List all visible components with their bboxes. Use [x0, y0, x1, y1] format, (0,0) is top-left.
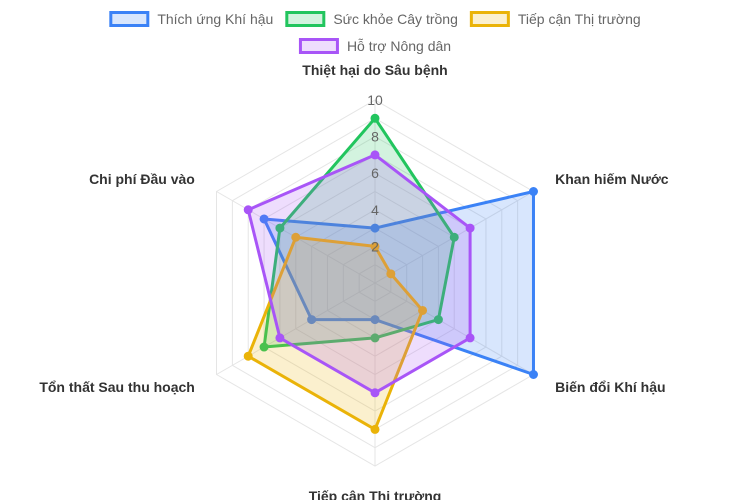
data-point[interactable] — [418, 305, 428, 315]
series-ho-tro-nong-dan — [243, 150, 475, 398]
legend-swatch — [298, 38, 339, 54]
legend-swatch — [469, 11, 510, 27]
legend-label: Sức khỏe Cây trồng — [333, 11, 458, 27]
axis-label-khan-hiem-nuoc: Khan hiếm Nước — [555, 171, 669, 187]
data-point[interactable] — [370, 241, 380, 251]
axis-label-tiep-can-thi-truong: Tiếp cận Thị trường — [309, 488, 442, 500]
legend-swatch — [109, 11, 150, 27]
axis-label-bien-doi-khi-hau: Biến đổi Khí hậu — [555, 379, 665, 395]
data-point[interactable] — [370, 223, 380, 233]
data-point[interactable] — [386, 269, 396, 279]
data-point[interactable] — [370, 333, 380, 343]
tick-label: 10 — [367, 92, 383, 108]
data-point[interactable] — [243, 205, 253, 215]
grid-spoke — [216, 282, 376, 375]
axis-label-ton-that-sau-thu-hoach: Tổn thất Sau thu hoạch — [39, 379, 195, 395]
radar-axis-labels: Thiệt hại do Sâu bệnh Khan hiếm Nước Biến … — [39, 62, 668, 500]
data-point[interactable] — [291, 232, 301, 242]
data-point[interactable] — [528, 370, 538, 379]
data-point[interactable] — [307, 315, 317, 325]
tick-label: 8 — [371, 129, 379, 145]
legend-label: Hỗ trợ Nông dân — [347, 38, 451, 54]
data-point[interactable] — [465, 333, 475, 343]
legend-label: Thích ứng Khí hậu — [157, 11, 273, 27]
data-point[interactable] — [528, 187, 538, 196]
legend-item-ho-tro-nong-dan[interactable]: Hỗ trợ Nông dân — [298, 38, 451, 54]
legend-label: Tiếp cận Thị trường — [518, 11, 641, 27]
radar-series — [243, 113, 538, 434]
series-tiep-can-thi-truong — [243, 232, 428, 434]
radar-tick-labels: 2 4 6 8 10 — [367, 92, 383, 254]
axis-label-thiet-hai-do-sau-benh: Thiệt hại do Sâu bệnh — [302, 62, 447, 78]
data-point[interactable] — [275, 223, 285, 233]
data-point[interactable] — [370, 113, 380, 123]
data-point[interactable] — [370, 388, 380, 398]
data-point[interactable] — [465, 223, 475, 233]
legend-item-tiep-can-thi-truong[interactable]: Tiếp cận Thị trường — [469, 11, 641, 27]
data-point[interactable] — [449, 232, 459, 242]
grid-spoke — [374, 282, 534, 375]
legend-item-suc-khoe-cay-trong[interactable]: Sức khỏe Cây trồng — [285, 11, 458, 27]
data-point[interactable] — [370, 424, 380, 434]
data-point[interactable] — [275, 333, 285, 343]
data-point[interactable] — [433, 315, 443, 325]
tick-label: 2 — [371, 238, 379, 254]
data-point[interactable] — [370, 150, 380, 160]
data-point[interactable] — [243, 351, 253, 361]
axis-label-chi-phi-dau-vao: Chi phí Đầu vào — [89, 171, 195, 187]
tick-label: 4 — [371, 202, 379, 218]
legend-item-thich-ung-khi-hau[interactable]: Thích ứng Khí hậu — [109, 11, 274, 27]
data-point[interactable] — [370, 315, 380, 325]
data-point[interactable] — [259, 342, 269, 352]
tick-label: 6 — [371, 165, 379, 181]
legend-swatch — [285, 11, 326, 27]
chart-legend: Thích ứng Khí hậu Sức khỏe Cây trồng Tiếp … — [109, 11, 641, 54]
data-point[interactable] — [259, 214, 269, 224]
